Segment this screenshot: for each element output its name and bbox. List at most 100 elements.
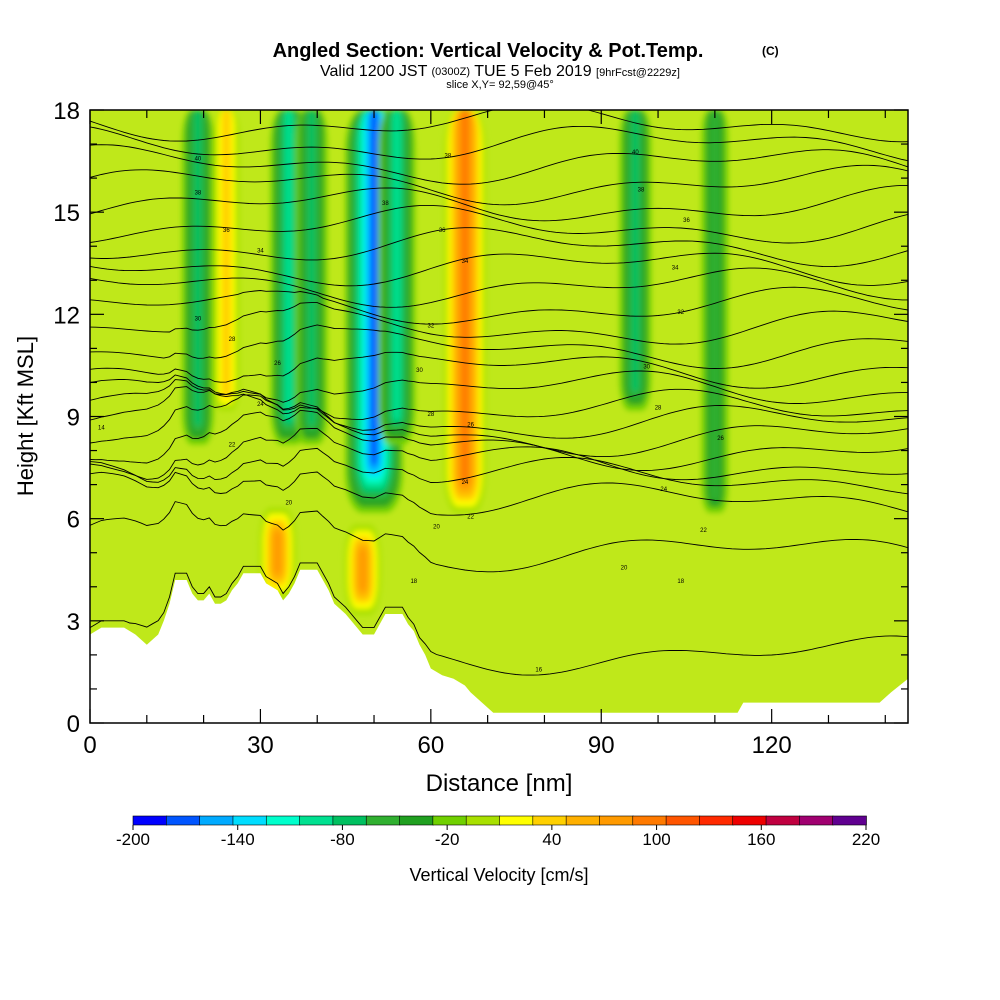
isentrope-label: 28 xyxy=(229,337,236,343)
isentrope-line xyxy=(90,562,908,676)
colorbar-swatch xyxy=(232,815,268,826)
isentrope-label: 24 xyxy=(462,480,469,486)
y-tick-label: 18 xyxy=(53,98,80,125)
isentrope-line xyxy=(90,379,908,420)
colorbar-swatch xyxy=(399,815,434,826)
isentrope-label: 30 xyxy=(643,364,650,370)
isentrope-label: 14 xyxy=(98,426,105,432)
isentrope-label: 40 xyxy=(195,157,202,163)
isentrope-line xyxy=(90,110,908,143)
colorbar-swatch xyxy=(332,815,368,826)
isentrope-label: 22 xyxy=(229,443,236,449)
valid-date: TUE 5 Feb 2019 xyxy=(474,63,592,80)
isentrope-line xyxy=(90,204,908,244)
isentrope-line xyxy=(90,252,908,287)
y-tick-label: 12 xyxy=(53,302,80,329)
isentrope-label: 28 xyxy=(427,412,434,418)
x-tick-label: 0 xyxy=(83,732,96,759)
x-axis-label: Distance [nm] xyxy=(426,770,573,797)
colorbar-swatch xyxy=(432,815,467,826)
x-tick-label: 30 xyxy=(247,732,274,759)
colorbar-tick-label: 160 xyxy=(747,830,775,849)
isentrope-line xyxy=(90,409,908,471)
colorbar-swatch xyxy=(365,815,401,826)
colorbar-swatch xyxy=(565,815,601,826)
colorbar-swatch xyxy=(632,815,667,826)
y-tick-label: 3 xyxy=(67,609,80,636)
slice-label: slice X,Y= 92,59@45° xyxy=(446,79,554,91)
colorbar-swatch xyxy=(799,815,834,826)
colorbar-swatch xyxy=(532,815,567,826)
isentrope-line xyxy=(90,370,908,404)
isentrope-line xyxy=(90,428,908,481)
isentropes xyxy=(90,110,908,676)
velocity-level xyxy=(710,110,720,501)
chart-title-mark: (C) xyxy=(762,44,779,58)
colorbar-swatch xyxy=(665,815,701,826)
isentrope-line xyxy=(90,144,908,185)
isentrope-line xyxy=(90,394,908,458)
isentrope-label: 18 xyxy=(677,579,684,585)
isentrope-label: 22 xyxy=(467,514,474,520)
colorbar-swatch xyxy=(765,815,801,826)
colorbar-swatch xyxy=(599,815,634,826)
isentrope-label: 28 xyxy=(655,405,662,411)
velocity-level xyxy=(461,110,469,483)
colorbar-swatch xyxy=(732,815,767,826)
velocity-level xyxy=(221,110,231,399)
colorbar xyxy=(132,815,867,826)
colorbar-swatch xyxy=(166,815,201,826)
colorbar-label: Vertical Velocity [cm/s] xyxy=(409,865,588,885)
colorbar-tick-label: 220 xyxy=(852,830,880,849)
isentrope-label: 36 xyxy=(439,228,446,234)
isentrope-label: 20 xyxy=(621,565,628,571)
colorbar-swatch xyxy=(499,815,534,826)
velocity-field xyxy=(182,110,729,615)
isentrope-line xyxy=(90,471,908,516)
isentrope-label: 38 xyxy=(445,153,452,159)
colorbar-ticks: -200 -140 -80 -20 40 100 160 220 xyxy=(116,825,880,849)
isentrope-label: 24 xyxy=(257,402,264,408)
y-axis-label: Height [Kft MSL] xyxy=(13,336,38,496)
valid-utc: (0300Z) xyxy=(432,66,471,78)
isentrope-label: 36 xyxy=(683,218,690,224)
isentrope-label: 34 xyxy=(257,249,264,255)
isentrope-label: 30 xyxy=(416,368,423,374)
isentrope-line xyxy=(90,184,908,222)
velocity-level xyxy=(631,110,640,393)
colorbar-tick-label: -20 xyxy=(435,830,460,849)
isentrope-label: 32 xyxy=(677,310,684,316)
x-tick-label: 90 xyxy=(588,732,615,759)
isentrope-label: 38 xyxy=(638,187,645,193)
y-tick-label: 6 xyxy=(67,507,80,534)
y-tick-label: 15 xyxy=(53,200,80,227)
colorbar-tick-label: -140 xyxy=(221,830,255,849)
isentrope-label: 38 xyxy=(195,191,202,197)
velocity-level xyxy=(193,110,202,427)
velocity-level xyxy=(273,531,282,574)
velocity-level xyxy=(370,110,378,465)
isentrope-label: 20 xyxy=(285,501,292,507)
isentrope-line xyxy=(90,227,908,268)
isentrope-label: 40 xyxy=(632,150,639,156)
velocity-level xyxy=(358,548,367,591)
plot-area: 14 40 38 36 34 30 28 26 24 22 20 38 38 36 34 32 30 28 26 24… xyxy=(90,110,908,723)
isentrope-line xyxy=(90,267,908,308)
colorbar-swatch xyxy=(465,815,501,826)
velocity-level xyxy=(307,110,316,427)
isentrope-label: 26 xyxy=(467,422,474,428)
isentrope-label: 24 xyxy=(660,487,667,493)
valid-prefix: Valid 1200 JST xyxy=(320,63,428,80)
y-tick-label: 9 xyxy=(67,405,80,432)
terrain xyxy=(90,569,908,723)
isentrope-line xyxy=(90,125,908,162)
colorbar-swatch xyxy=(199,815,234,826)
colorbar-tick-label: 40 xyxy=(542,830,561,849)
isentrope-label: 38 xyxy=(382,201,389,207)
isentrope-label: 32 xyxy=(427,324,434,330)
x-tick-label: 120 xyxy=(752,732,792,759)
isentrope-label: 30 xyxy=(195,317,202,323)
isentrope-label: 36 xyxy=(223,228,230,234)
